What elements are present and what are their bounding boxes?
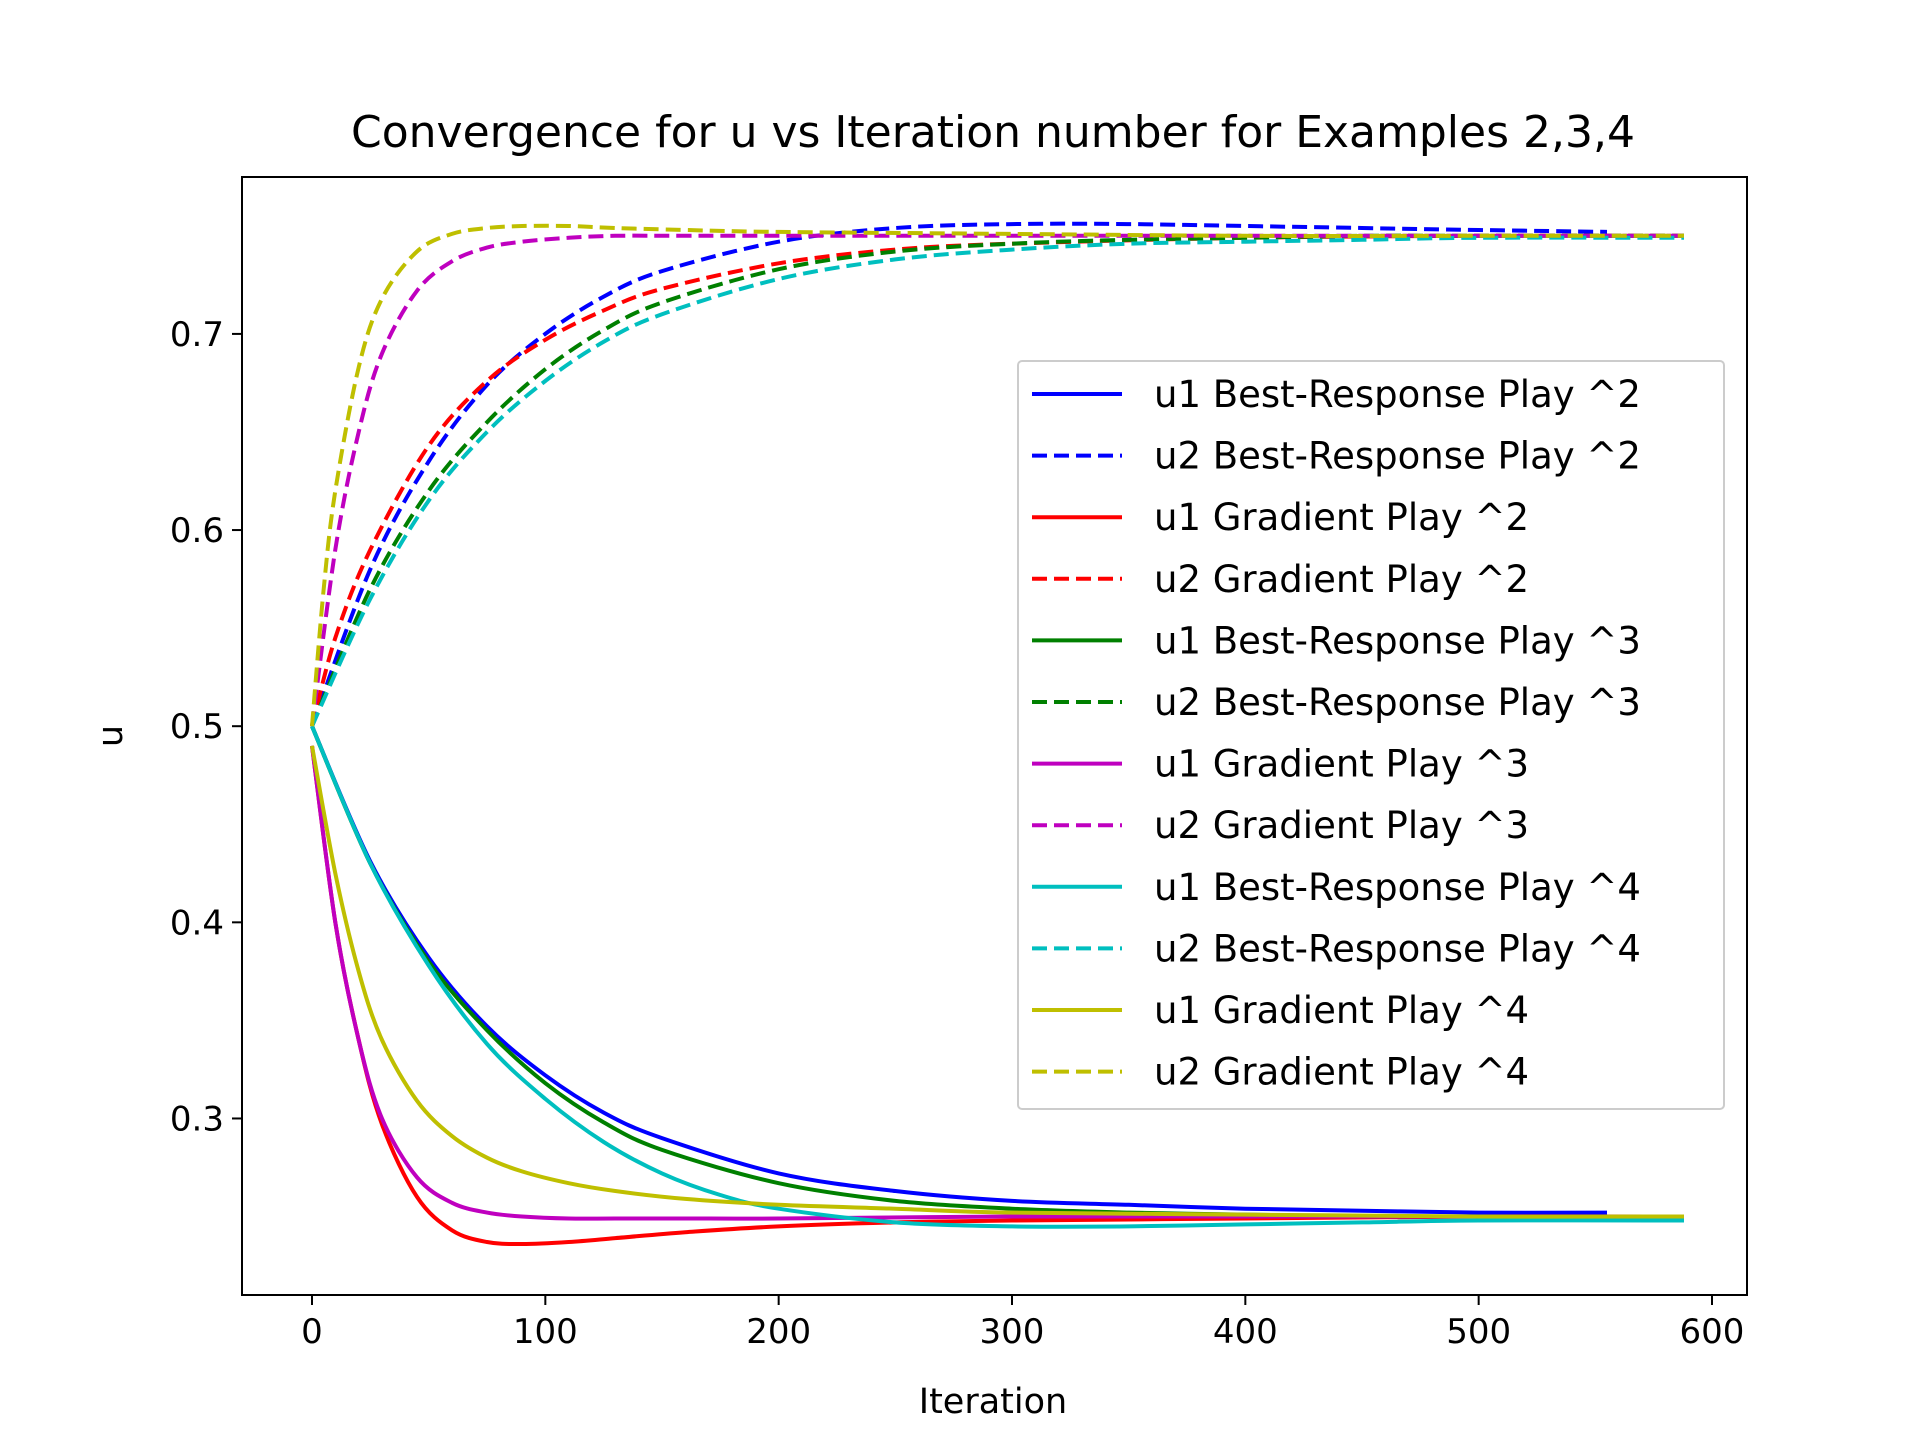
series-line-12	[310, 223, 1684, 727]
x-tick-label: 100	[513, 1312, 578, 1352]
x-tick-label: 500	[1446, 1312, 1511, 1352]
legend-label: u2 Best-Response Play ^2	[1154, 435, 1641, 478]
legend-label: u1 Best-Response Play ^2	[1154, 373, 1641, 416]
x-axis-label: Iteration	[919, 1382, 1067, 1422]
legend-label: u2 Gradient Play ^2	[1154, 558, 1529, 601]
y-tick-label: 0.3	[170, 1099, 224, 1139]
legend-label: u2 Gradient Play ^3	[1154, 804, 1529, 847]
x-tick-label: 300	[980, 1312, 1045, 1352]
y-axis-label: u	[91, 725, 131, 747]
series-lines	[310, 221, 1685, 1247]
y-axis: 0.3 0.4 0.5 0.6 0.7	[170, 315, 242, 1139]
y-tick-label: 0.5	[170, 707, 224, 747]
y-tick-label: 0.7	[170, 315, 224, 355]
series-line-1	[310, 725, 1608, 1215]
x-tick-label: 200	[746, 1312, 811, 1352]
series-line-8	[310, 233, 1684, 727]
y-tick-label: 0.4	[170, 903, 224, 943]
legend-label: u1 Best-Response Play ^4	[1154, 866, 1641, 909]
series-line-11	[310, 745, 1685, 1219]
legend-label: u1 Gradient Play ^4	[1154, 989, 1529, 1032]
legend-label: u1 Best-Response Play ^3	[1154, 619, 1641, 662]
legend-label: u2 Best-Response Play ^4	[1154, 927, 1641, 970]
legend-label: u2 Best-Response Play ^3	[1154, 681, 1641, 724]
series-line-2	[310, 221, 1608, 727]
legend: u1 Best-Response Play ^2 u2 Best-Response…	[1017, 360, 1725, 1110]
series-line-6	[310, 233, 1684, 727]
legend-box	[1017, 360, 1725, 1110]
legend-label: u2 Gradient Play ^4	[1154, 1051, 1529, 1094]
series-line-9	[310, 725, 1685, 1229]
x-tick-label: 0	[301, 1312, 323, 1352]
x-tick-label: 600	[1680, 1312, 1745, 1352]
y-tick-label: 0.6	[170, 511, 224, 551]
legend-label: u1 Gradient Play ^2	[1154, 496, 1529, 539]
x-tick-label: 400	[1213, 1312, 1278, 1352]
plot-frame	[241, 176, 1748, 1296]
x-axis: 0 100 200 300 400 500 600	[301, 1295, 1744, 1352]
chart-title: Convergence for u vs Iteration number fo…	[351, 107, 1635, 158]
series-line-10	[310, 235, 1685, 728]
plot-area	[241, 176, 1748, 1296]
legend-label: u1 Gradient Play ^3	[1154, 743, 1529, 786]
